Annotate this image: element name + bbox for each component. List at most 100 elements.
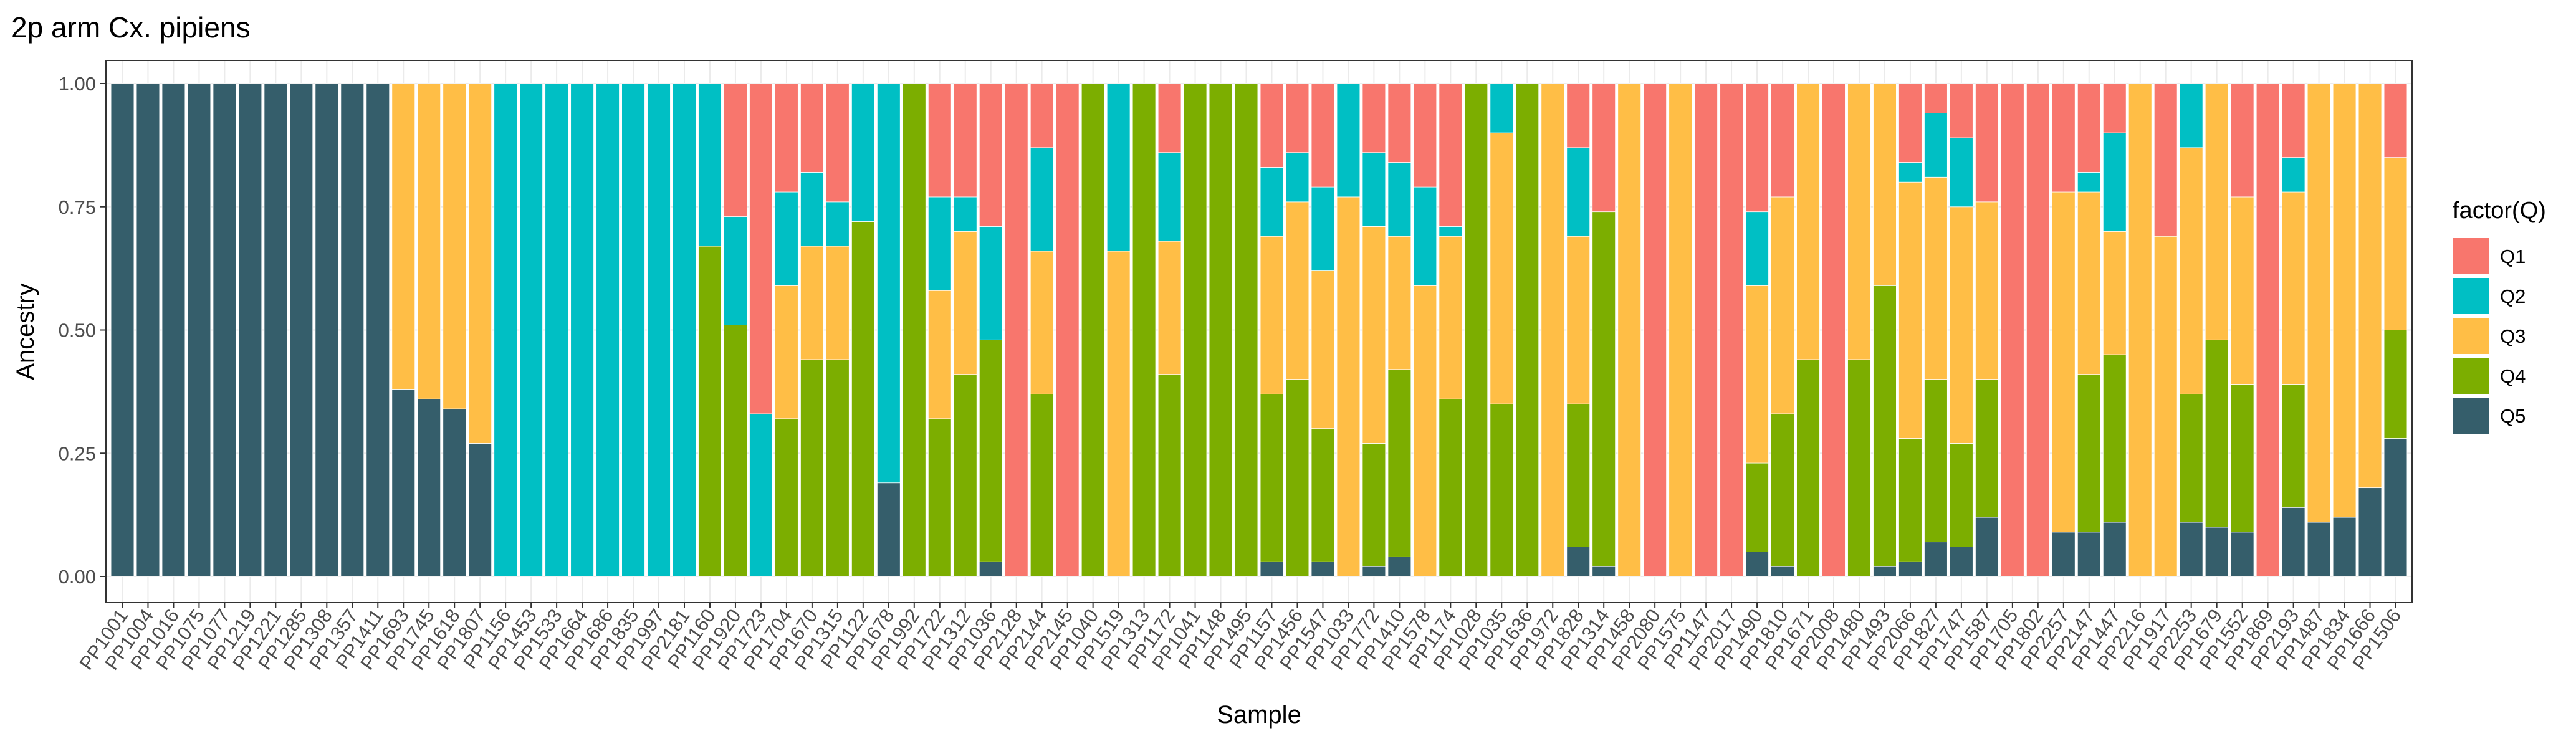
bar-segment-q1-pp1670 [800, 83, 824, 173]
bar-segment-q2-pp1410 [1387, 162, 1412, 237]
bar-segment-q4-pp1636 [1515, 83, 1539, 577]
bar-segment-q2-pp1678 [876, 83, 901, 484]
legend-key-q1 [2453, 238, 2489, 274]
bar-segment-q5-pp1834 [2332, 517, 2357, 577]
legend-label-q2: Q2 [2500, 285, 2526, 307]
bar-segment-q3-pp1487 [2307, 83, 2331, 523]
bar-segment-q2-pp2066 [1898, 162, 1922, 183]
bar-segment-q3-pp1174 [1439, 236, 1463, 399]
legend-label-q5: Q5 [2500, 405, 2526, 427]
bar-segment-q2-pp1035 [1490, 83, 1514, 133]
bar-segment-q5-pp1219 [238, 83, 262, 577]
bar-segment-q1-pp1810 [1771, 83, 1794, 198]
bar-segment-q3-pp1810 [1771, 196, 1794, 414]
bar-segment-q4-pp1157 [1260, 393, 1284, 562]
bar-segment-q3-pp1745 [417, 83, 441, 399]
bar-segment-q5-pp1679 [2205, 527, 2229, 577]
bar-segment-q5-pp1810 [1771, 566, 1794, 577]
x-axis: PP1001PP1004PP1016PP1075PP1077PP1219PP12… [75, 603, 2405, 674]
bar-segment-q2-pp1670 [800, 171, 824, 247]
bar-segment-q2-pp1453 [519, 83, 543, 577]
legend-key-q4 [2453, 358, 2489, 394]
bar-segment-q2-pp2181 [673, 83, 696, 577]
bar-segment-q1-pp1828 [1566, 83, 1591, 148]
bar-segment-q1-pp1722 [927, 83, 952, 198]
bar-segment-q2-pp1033 [1336, 83, 1361, 198]
bar-segment-q5-pp1587 [1975, 517, 1999, 577]
bar-segment-q1-pp1315 [826, 83, 850, 203]
bar-segment-q4-pp1495 [1234, 83, 1258, 577]
bar-segment-q2-pp1490 [1745, 211, 1769, 286]
bar-segment-q2-pp1160 [698, 83, 722, 247]
bar-segment-q4-pp1148 [1209, 83, 1233, 577]
bar-segment-q2-pp1036 [979, 226, 1003, 340]
bar-segment-q3-pp1315 [826, 246, 850, 360]
bar-segment-q1-pp1174 [1439, 83, 1463, 227]
bar-segment-q1-pp1587 [1975, 83, 1999, 203]
bar-segment-q5-pp1487 [2307, 522, 2331, 577]
bar-segment-q4-pp2193 [2281, 384, 2305, 508]
bar-segment-q1-pp2144 [1030, 83, 1054, 148]
bar-segment-q2-pp1997 [647, 83, 671, 577]
bar-segment-q4-pp2066 [1898, 438, 1922, 562]
bar-segment-q2-pp2253 [2179, 83, 2203, 148]
bar-segment-q4-pp1313 [1132, 83, 1156, 577]
bar-segment-q3-pp1679 [2205, 83, 2229, 340]
y-tick-label: 1.00 [59, 73, 96, 95]
bar-segment-q2-pp1122 [851, 83, 875, 222]
bar-segment-q3-pp1035 [1490, 132, 1514, 404]
bar-segment-q2-pp1827 [1924, 113, 1948, 178]
bar-segment-q2-pp2193 [2281, 157, 2305, 193]
bar-segment-q5-pp1016 [161, 83, 186, 577]
bar-segment-q4-pp1410 [1387, 369, 1412, 557]
bar-segment-q4-pp2147 [2077, 374, 2101, 533]
bar-segment-q4-pp1028 [1464, 83, 1488, 577]
bar-segment-q5-pp1004 [136, 83, 160, 577]
y-tick-label: 0.00 [59, 566, 96, 588]
bar-segment-q2-pp1686 [596, 83, 620, 577]
y-tick-label: 0.75 [59, 196, 96, 218]
bar-segment-q1-pp1157 [1260, 83, 1284, 168]
bar-segment-q1-pp1410 [1387, 83, 1412, 163]
bar-segment-q3-pp1587 [1975, 201, 1999, 380]
bar-segment-q5-pp1666 [2358, 487, 2382, 577]
bar-segment-q3-pp1772 [1362, 226, 1386, 444]
bar-segment-q4-pp1122 [851, 221, 875, 577]
bar-segment-q4-pp1490 [1745, 462, 1769, 552]
bar-segment-q2-pp1456 [1285, 152, 1310, 203]
bar-segment-q5-pp1077 [213, 83, 237, 577]
bar-segment-q3-pp1493 [1873, 83, 1897, 286]
bar-segment-q4-pp1160 [698, 246, 722, 577]
bar-segment-q2-pp1447 [2102, 132, 2127, 232]
bar-segment-q5-pp1745 [417, 398, 441, 577]
bar-segment-q4-pp1810 [1771, 413, 1794, 567]
bar-segment-q3-pp2216 [2128, 83, 2152, 577]
y-axis: 0.00 0.25 0.50 0.75 1.00 [59, 73, 106, 588]
bar-segment-q4-pp1312 [953, 374, 977, 577]
bar-segment-q4-pp1992 [902, 83, 926, 577]
bar-segment-q5-pp1747 [1950, 547, 1973, 577]
bar-segment-q4-pp1671 [1796, 359, 1820, 577]
bar-segment-q2-pp1578 [1413, 186, 1437, 286]
bar-segment-q3-pp1704 [775, 285, 798, 419]
bar-segment-q1-pp1036 [979, 83, 1003, 227]
bar-segment-q3-pp1447 [2102, 231, 2127, 355]
bar-segment-q1-pp1917 [2153, 83, 2178, 237]
bar-segment-q5-pp1357 [340, 83, 365, 577]
legend-label-q3: Q3 [2500, 325, 2526, 347]
bar-segment-q3-pp1547 [1311, 270, 1335, 429]
bar-segment-q2-pp1315 [826, 201, 850, 247]
bar-segment-q5-pp2066 [1898, 561, 1922, 577]
bar-segment-q5-pp1314 [1592, 566, 1616, 577]
bar-segment-q3-pp2066 [1898, 181, 1922, 439]
bar-segment-q2-pp1835 [621, 83, 645, 577]
bar-segment-q4-pp1315 [826, 359, 850, 577]
bar-segment-q3-pp1693 [391, 83, 416, 390]
bar-segment-q2-pp1704 [775, 191, 798, 286]
bar-segment-q4-pp1679 [2205, 339, 2229, 528]
bar-segment-q4-pp1036 [979, 339, 1003, 562]
bar-segment-q3-pp2147 [2077, 191, 2101, 375]
bar-segment-q4-pp1722 [927, 418, 952, 577]
bar-segment-q3-pp1578 [1413, 285, 1437, 577]
bar-segment-q5-pp1308 [315, 83, 339, 577]
